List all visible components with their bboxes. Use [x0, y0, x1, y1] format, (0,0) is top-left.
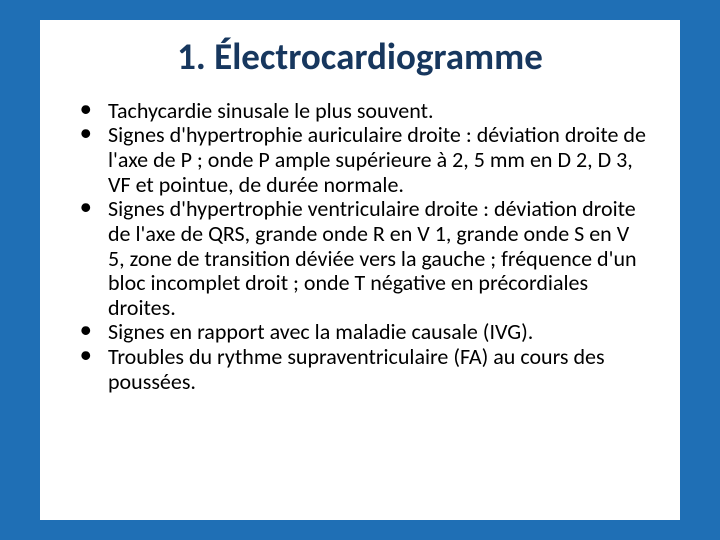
list-item: Troubles du rythme supraventriculaire (F…	[74, 345, 650, 394]
list-item: Signes d'hypertrophie ventriculaire droi…	[74, 197, 650, 320]
list-item: Signes en rapport avec la maladie causal…	[74, 320, 650, 345]
bullet-list: Tachycardie sinusale le plus souvent. Si…	[64, 99, 656, 395]
slide-content: 1. Électrocardiogramme Tachycardie sinus…	[40, 20, 680, 520]
slide-title: 1. Électrocardiogramme	[64, 38, 656, 77]
list-item: Signes d'hypertrophie auriculaire droite…	[74, 123, 650, 197]
list-item: Tachycardie sinusale le plus souvent.	[74, 99, 650, 124]
slide: 1. Électrocardiogramme Tachycardie sinus…	[0, 0, 720, 540]
